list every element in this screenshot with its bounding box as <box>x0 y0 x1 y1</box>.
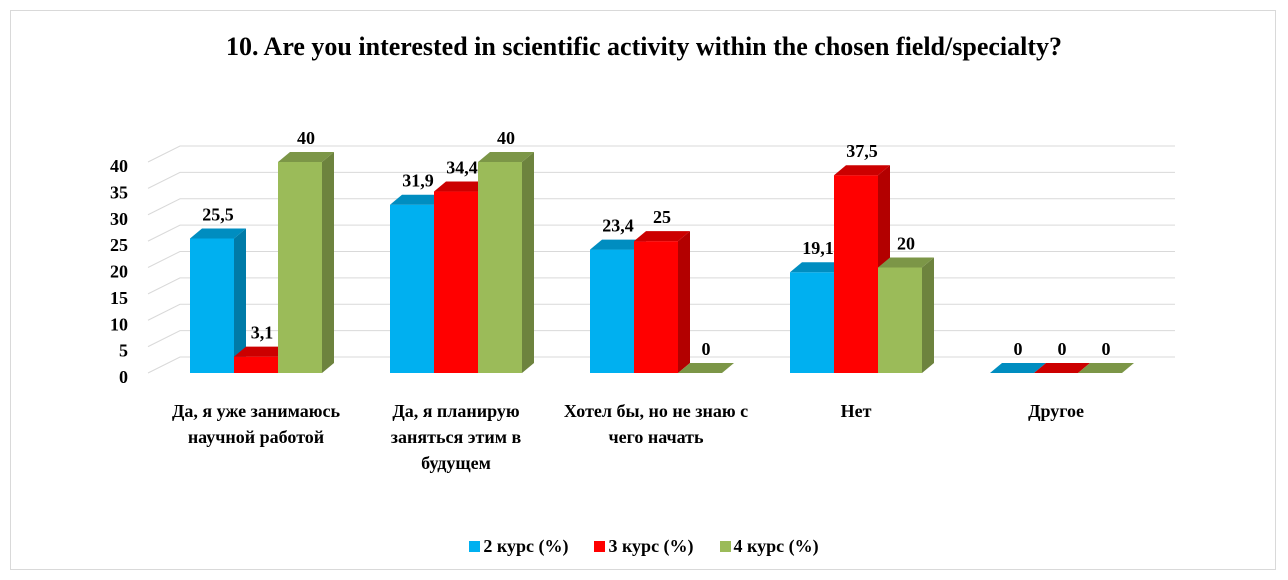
bar-top <box>190 228 246 239</box>
data-label: 0 <box>1058 339 1067 359</box>
bar <box>990 363 1046 373</box>
data-label: 25,5 <box>202 204 234 224</box>
bar-top <box>390 194 446 205</box>
bar <box>1078 363 1134 373</box>
bar-top <box>790 262 846 273</box>
bar-front <box>834 175 878 373</box>
x-tick-label: Хотел бы, но не знаю с чего начать <box>563 401 749 447</box>
y-tick-label: 15 <box>110 288 128 308</box>
bar <box>478 152 534 373</box>
bar <box>634 231 690 373</box>
y-tick-label: 20 <box>110 262 128 282</box>
chart-title: 10. Are you interested in scientific act… <box>225 32 1063 61</box>
bar-top <box>590 239 646 250</box>
data-label: 31,9 <box>402 171 434 191</box>
y-tick-label: 25 <box>110 235 128 255</box>
legend-label: 4 курс (%) <box>733 536 819 556</box>
bar-top <box>1034 363 1090 373</box>
data-label: 37,5 <box>846 141 878 161</box>
y-tick-label: 5 <box>119 341 128 361</box>
bar-top <box>678 363 734 373</box>
data-label: 0 <box>702 339 711 359</box>
bar-front <box>590 249 634 373</box>
x-tick-label: Другое <box>1028 401 1084 421</box>
y-tick-label: 30 <box>110 209 128 229</box>
bar-front <box>790 272 834 373</box>
bar-top <box>878 257 934 268</box>
bar-side <box>234 228 246 373</box>
bar-top <box>434 181 490 192</box>
x-tick-label: Да, я уже занимаюсь научной работой <box>171 401 341 447</box>
bar <box>878 257 934 373</box>
bar-front <box>478 162 522 373</box>
bar-front <box>190 238 234 373</box>
legend-item: 3 курс (%) <box>594 536 694 557</box>
bar-front <box>278 162 322 373</box>
legend-label: 2 курс (%) <box>483 536 569 556</box>
bar-front <box>390 204 434 373</box>
x-tick-label: Да, я планирую заняться этим в будущем <box>390 401 522 473</box>
legend-swatch <box>469 541 481 552</box>
data-label: 25 <box>653 207 671 227</box>
chart-frame <box>10 10 1276 570</box>
y-tick-label: 10 <box>110 314 128 334</box>
legend-label: 3 курс (%) <box>608 536 694 556</box>
bar-side <box>922 257 934 373</box>
bar-side <box>678 231 690 373</box>
bar-top <box>990 363 1046 373</box>
data-label: 40 <box>497 128 515 148</box>
bar-top <box>834 165 890 176</box>
bar <box>678 363 734 373</box>
bar <box>278 152 334 373</box>
data-label: 0 <box>1102 339 1111 359</box>
bar-top <box>278 152 334 162</box>
bar <box>190 228 246 373</box>
bar-top <box>634 231 690 242</box>
data-label: 0 <box>1014 339 1023 359</box>
chart-title-box: 10. Are you interested in scientific act… <box>0 30 1288 64</box>
legend-swatch <box>719 541 731 552</box>
bar-side <box>522 152 534 373</box>
x-tick-label: Нет <box>840 401 872 421</box>
data-label: 19,1 <box>802 238 834 258</box>
y-tick-label: 35 <box>110 182 128 202</box>
data-label: 40 <box>297 128 315 148</box>
y-tick-label: 40 <box>110 156 128 176</box>
data-label: 3,1 <box>251 323 274 343</box>
y-tick-label: 0 <box>119 367 128 387</box>
bar-side <box>322 152 334 373</box>
legend-swatch <box>594 541 606 552</box>
legend: 2 курс (%) 3 курс (%) 4 курс (%) <box>0 536 1288 557</box>
bar-top <box>478 152 534 162</box>
bar-front <box>434 191 478 373</box>
legend-item: 2 курс (%) <box>469 536 568 557</box>
bar-front <box>878 267 922 373</box>
bar-top <box>234 346 290 357</box>
data-label: 34,4 <box>446 158 478 178</box>
legend-item: 4 курс (%) <box>719 536 819 557</box>
bar-top <box>1078 363 1134 373</box>
bar-front <box>234 356 278 373</box>
data-label: 23,4 <box>602 216 634 236</box>
bar-front <box>634 241 678 373</box>
grid-line <box>147 145 1175 163</box>
bar <box>1034 363 1090 373</box>
data-label: 20 <box>897 234 915 254</box>
